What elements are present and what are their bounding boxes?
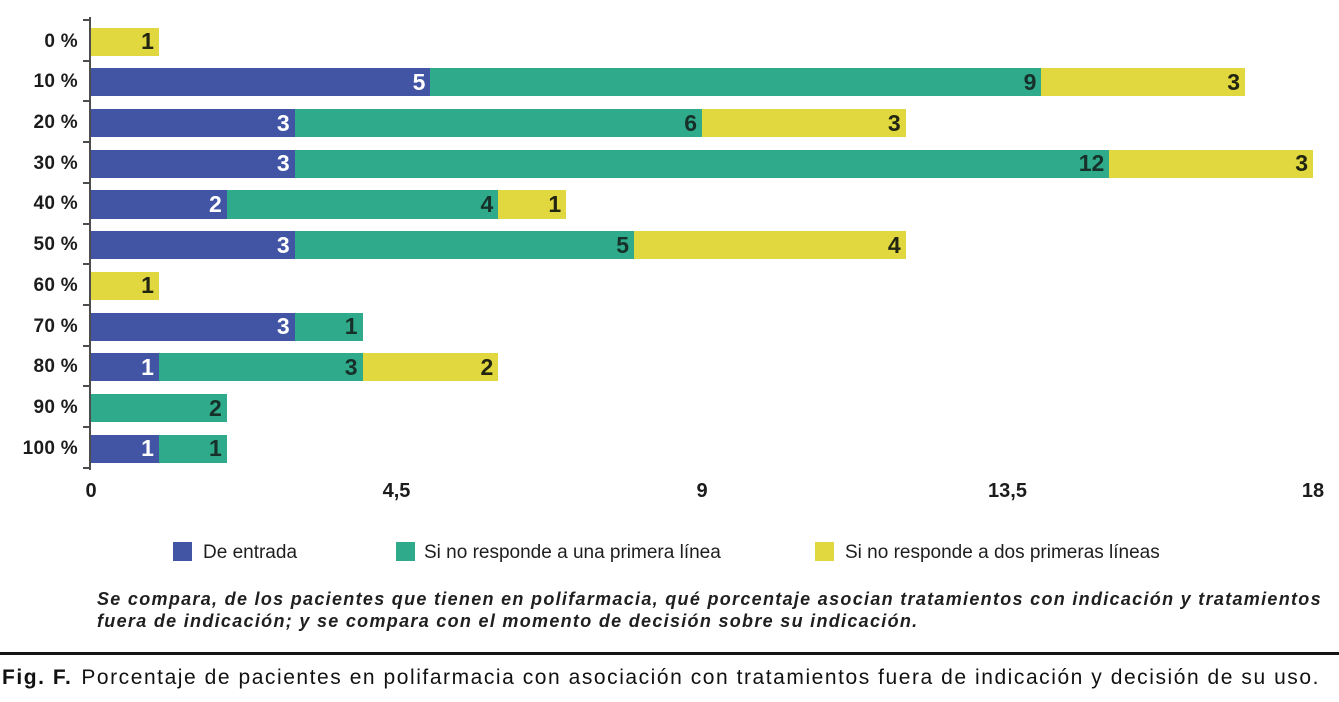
y-axis-tick (83, 426, 89, 428)
bar-segment: 3 (158, 353, 363, 382)
bar-value-label: 2 (208, 394, 222, 421)
bar-value-label: 3 (276, 150, 290, 177)
y-axis-label: 90 % (33, 397, 78, 419)
x-axis-label: 13,5 (988, 479, 1027, 502)
bar-segment: 1 (91, 271, 159, 300)
bar-segment: 9 (430, 68, 1042, 97)
legend-swatch-dos-primeras-lineas (815, 542, 834, 561)
y-axis-label: 50 % (33, 234, 78, 256)
y-axis-tick (83, 100, 89, 102)
bar-segment: 3 (1041, 68, 1246, 97)
bar-segment: 2 (91, 190, 227, 219)
y-axis-tick (83, 304, 89, 306)
bar-segment: 6 (294, 108, 702, 138)
legend-item-de-entrada: De entrada (173, 542, 403, 563)
bar-value-label: 1 (141, 28, 154, 55)
bar-value-label: 3 (276, 109, 290, 136)
y-axis-label: 70 % (33, 315, 78, 337)
bar-segment: 3 (91, 108, 295, 138)
bar-value-label: 1 (344, 313, 358, 340)
y-axis-tick (83, 263, 89, 265)
bar-value-label: 1 (141, 435, 154, 462)
note-text: Se compara, de los pacientes que tienen … (97, 588, 1322, 632)
bar-segment: 1 (91, 353, 159, 382)
bar-value-label: 2 (480, 353, 494, 380)
legend-label-de-entrada: De entrada (203, 542, 298, 563)
bar-segment: 3 (91, 312, 295, 341)
bar-segment: 1 (91, 27, 159, 56)
bar-value-label: 3 (344, 353, 358, 380)
bar-segment: 2 (91, 393, 227, 423)
y-axis-tick (83, 182, 89, 184)
y-axis-label: 80 % (33, 356, 78, 378)
bar-value-label: 5 (616, 231, 630, 258)
note-line-1: Se compara, de los pacientes que tienen … (97, 589, 1322, 609)
legend-label-dos-primeras-lineas: Si no responde a dos primeras líneas (845, 542, 1160, 563)
bar-segment: 3 (91, 231, 295, 260)
y-axis-tick (83, 223, 89, 225)
bar-value-label: 3 (887, 109, 901, 136)
bar-value-label: 1 (141, 353, 154, 380)
bar-value-label: 1 (548, 190, 562, 217)
bar-segment: 4 (226, 190, 499, 219)
y-axis-label: 30 % (33, 152, 78, 174)
legend-item-primera-linea: Si no responde a una primera línea (396, 542, 726, 563)
y-axis-label: 100 % (22, 437, 78, 459)
y-axis-label: 0 % (44, 30, 78, 52)
bar-value-label: 3 (1295, 150, 1308, 177)
bar-value-label: 1 (208, 435, 222, 462)
bar-value-label: 2 (208, 190, 222, 217)
y-axis-label: 10 % (33, 71, 78, 93)
bar-segment: 5 (91, 68, 431, 97)
y-axis-tick (83, 345, 89, 347)
x-axis-label: 0 (85, 479, 97, 502)
bar-segment: 1 (91, 434, 159, 463)
legend-item-dos-primeras-lineas: Si no responde a dos primeras líneas (815, 542, 1245, 563)
bar-value-label: 4 (887, 231, 901, 258)
bar-segment: 5 (294, 231, 635, 260)
note-line-2: fuera de indicación; y se compara con el… (97, 611, 919, 631)
bar-value-label: 6 (684, 109, 697, 136)
x-axis-label: 4,5 (382, 479, 411, 502)
bar-value-label: 3 (1227, 68, 1241, 95)
y-axis-label: 20 % (33, 112, 78, 134)
y-axis-line (89, 17, 91, 470)
bar-value-label: 4 (480, 190, 494, 217)
bar-value-label: 5 (412, 68, 426, 95)
y-axis-tick (83, 467, 89, 469)
figure-caption-label: Fig. F. (2, 666, 73, 689)
bar-value-label: 12 (1078, 150, 1105, 177)
bar-segment: 2 (362, 353, 499, 382)
bar-segment: 12 (294, 149, 1110, 178)
bar-value-label: 9 (1023, 68, 1037, 95)
y-axis-tick (83, 141, 89, 143)
x-axis-label: 18 (1301, 479, 1325, 502)
bar-segment: 3 (1109, 149, 1313, 178)
legend-swatch-de-entrada (173, 542, 192, 561)
bar-segment: 1 (158, 434, 227, 463)
legend: De entrada Si no responde a una primera … (0, 0, 1339, 562)
y-axis-label: 40 % (33, 193, 78, 215)
y-axis-tick (83, 385, 89, 387)
bar-value-label: 1 (141, 272, 154, 299)
bar-value-label: 3 (276, 231, 290, 258)
bar-segment: 1 (294, 312, 363, 341)
y-axis-tick (83, 60, 89, 62)
figure-caption-text: Porcentaje de pacientes en polifarmacia … (81, 666, 1320, 689)
y-axis-tick (83, 19, 89, 21)
x-axis-label: 9 (696, 479, 708, 502)
bar-segment: 3 (702, 108, 906, 138)
bar-segment: 4 (634, 231, 906, 260)
legend-swatch-primera-linea (396, 542, 415, 561)
bar-segment: 1 (498, 190, 567, 219)
divider-rule (0, 652, 1339, 655)
legend-label-primera-linea: Si no responde a una primera línea (424, 542, 721, 563)
figure-caption: Fig. F. Porcentaje de pacientes en polifa… (2, 666, 1339, 690)
plot-area: 0 % 1 10 % 5 9 3 20 % 3 6 3 30 % 3 12 3 40 % 2 4 1 50 % 3 5 4… (22, 17, 1325, 502)
y-axis-label: 60 % (33, 274, 78, 296)
bar-segment: 3 (91, 149, 295, 178)
bar-value-label: 3 (276, 313, 290, 340)
